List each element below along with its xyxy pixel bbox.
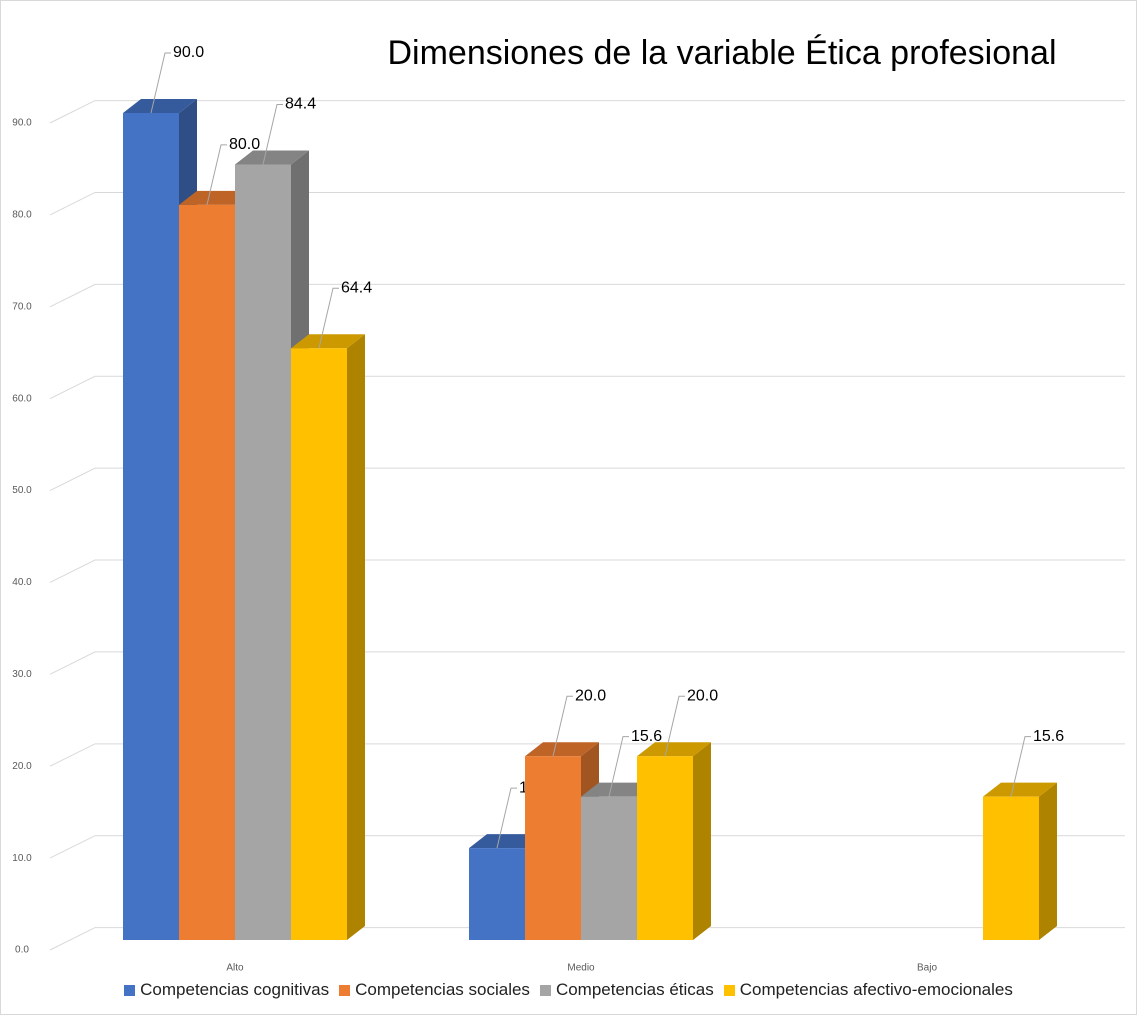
chart-title: Dimensiones de la variable Ética profesi… — [387, 34, 1056, 72]
leader-line — [150, 52, 171, 114]
y-tick-label: 0.0 — [15, 945, 29, 956]
legend-swatch — [539, 984, 551, 996]
legend-label: Competencias afectivo-emocionales — [739, 980, 1013, 999]
bar-top — [637, 742, 711, 757]
leader-line — [318, 287, 339, 349]
y-tick-label: 40.0 — [12, 577, 32, 588]
legend-swatch — [124, 984, 136, 996]
legend-swatch — [339, 984, 351, 996]
leader-line — [496, 787, 517, 849]
bar-side — [1039, 782, 1057, 940]
bar — [123, 113, 179, 940]
x-tick-label: Bajo — [917, 963, 937, 974]
legend: Competencias cognitivas Competencias soci… — [0, 980, 1137, 1000]
legend-swatch — [723, 984, 735, 996]
grid-line — [49, 927, 1125, 951]
bar — [291, 348, 347, 940]
bar — [235, 164, 291, 941]
x-tick-label: Medio — [567, 963, 595, 974]
grid-line — [49, 835, 1125, 859]
bar — [581, 796, 637, 940]
grid-line — [49, 559, 1125, 583]
data-label: 64.4 — [341, 279, 372, 296]
grid-line — [49, 651, 1125, 675]
data-label: 15.6 — [1033, 728, 1064, 745]
bar-top — [235, 150, 309, 165]
bar-top — [581, 782, 655, 797]
y-tick-label: 30.0 — [12, 669, 32, 680]
bar-side — [347, 334, 365, 940]
grid-line — [49, 191, 1125, 216]
legend-item: Competencias éticas — [539, 980, 714, 1000]
x-tick-label: Alto — [226, 963, 244, 974]
data-label: 80.0 — [229, 136, 260, 153]
leader-line — [262, 103, 283, 165]
bar-top — [469, 834, 543, 849]
leader-line — [664, 695, 685, 757]
bar-top — [179, 190, 253, 205]
data-label: 20.0 — [575, 687, 606, 704]
legend-label: Competencias cognitivas — [140, 980, 330, 999]
bar — [983, 796, 1039, 940]
leader-line — [206, 144, 227, 206]
legend-item: Competencias afectivo-emocionales — [723, 980, 1013, 1000]
grid-line — [49, 467, 1125, 492]
legend-label: Competencias sociales — [355, 980, 530, 999]
bar — [637, 756, 693, 940]
y-tick-label: 70.0 — [12, 301, 32, 312]
grid-line — [49, 743, 1125, 767]
bar — [525, 756, 581, 940]
bar-top — [123, 99, 197, 113]
y-tick-label: 20.0 — [12, 761, 32, 772]
bar — [179, 204, 235, 940]
grid-line — [49, 100, 1125, 124]
data-label: 90.0 — [173, 44, 204, 61]
legend-item: Competencias sociales — [339, 980, 530, 1000]
data-label: 84.4 — [285, 96, 316, 113]
data-label: 15.6 — [631, 728, 662, 745]
grid-line — [49, 283, 1125, 308]
y-tick-label: 10.0 — [12, 853, 32, 864]
bar-top — [525, 742, 599, 757]
bar-side — [693, 742, 711, 940]
leader-line — [608, 736, 629, 797]
legend-label: Competencias éticas — [555, 980, 714, 999]
bar-top — [291, 334, 365, 349]
legend-item: Competencias cognitivas — [124, 980, 329, 1000]
y-tick-label: 90.0 — [12, 118, 32, 129]
bar-top — [983, 782, 1057, 797]
leader-line — [1010, 736, 1031, 797]
y-tick-label: 60.0 — [12, 393, 32, 404]
y-tick-label: 80.0 — [12, 210, 32, 221]
grid-line — [49, 375, 1125, 400]
bar — [469, 848, 525, 940]
y-tick-label: 50.0 — [12, 485, 32, 496]
leader-line — [552, 695, 573, 757]
data-label: 20.0 — [687, 687, 718, 704]
